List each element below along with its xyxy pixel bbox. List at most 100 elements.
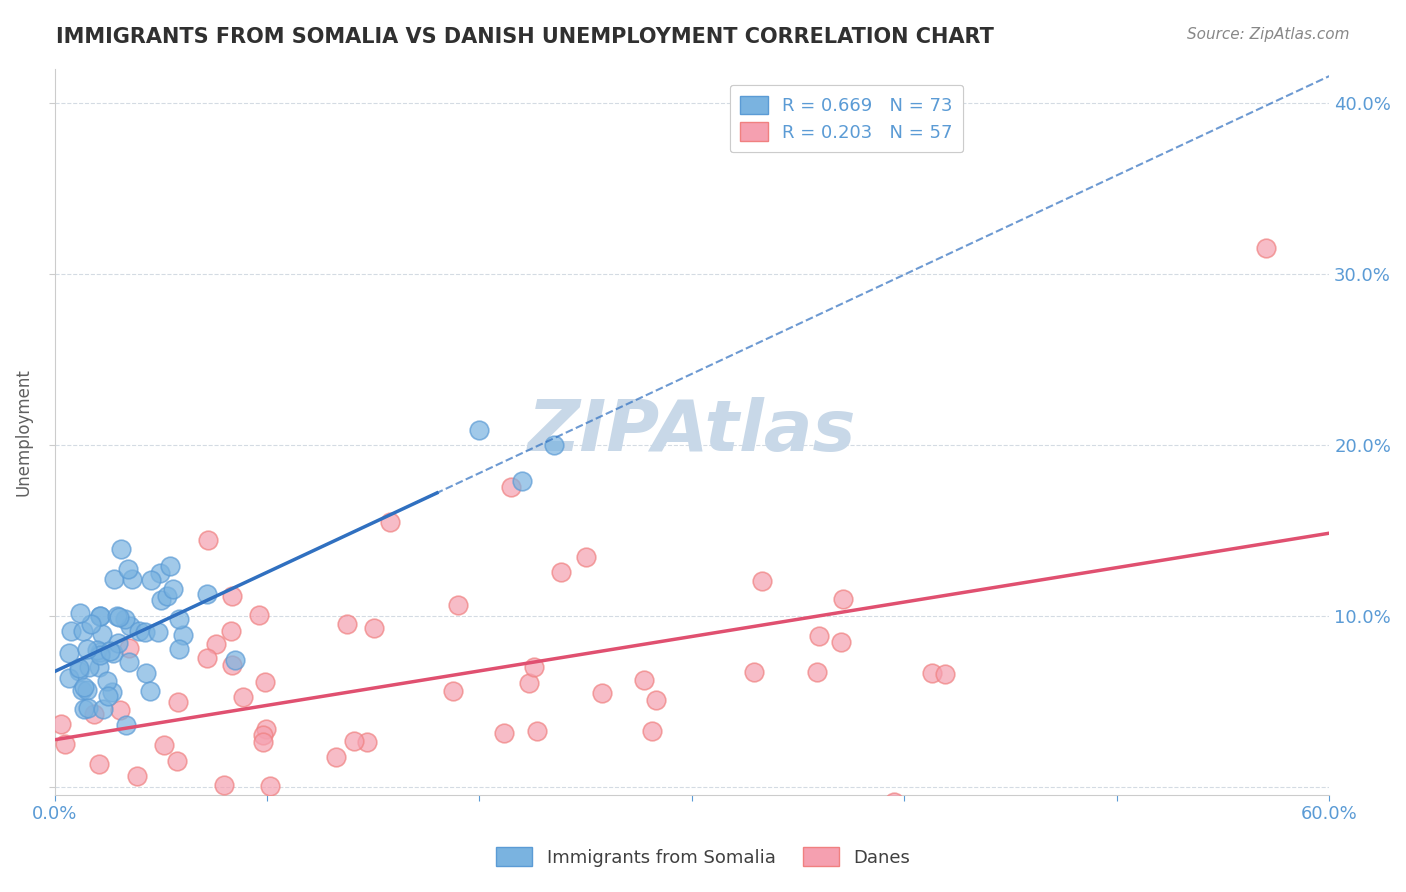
- Point: [934, 667, 956, 681]
- Point: [162, 582, 184, 596]
- Point: [644, 693, 666, 707]
- Point: [103, 572, 125, 586]
- Text: ZIPAtlas: ZIPAtlas: [527, 397, 856, 467]
- Point: [114, 612, 136, 626]
- Point: [80, 616, 103, 631]
- Point: [67, 664, 90, 678]
- Point: [83, 707, 105, 722]
- Point: [212, 778, 235, 792]
- Point: [219, 624, 242, 638]
- Point: [76, 642, 98, 657]
- Point: [117, 562, 139, 576]
- Point: [101, 646, 124, 660]
- Point: [633, 673, 655, 687]
- Text: IMMIGRANTS FROM SOMALIA VS DANISH UNEMPLOYMENT CORRELATION CHART: IMMIGRANTS FROM SOMALIA VS DANISH UNEMPL…: [56, 27, 994, 46]
- Point: [197, 533, 219, 548]
- Point: [832, 592, 855, 607]
- Point: [155, 589, 177, 603]
- Point: [96, 673, 118, 688]
- Point: [97, 689, 120, 703]
- Point: [510, 474, 533, 488]
- Point: [90, 627, 112, 641]
- Point: [166, 695, 188, 709]
- Point: [139, 573, 162, 587]
- Point: [808, 629, 831, 643]
- Point: [108, 803, 131, 817]
- Point: [526, 724, 548, 739]
- Point: [53, 737, 76, 751]
- Point: [58, 646, 80, 660]
- Point: [205, 637, 228, 651]
- Point: [117, 641, 139, 656]
- Point: [77, 701, 100, 715]
- Point: [153, 739, 176, 753]
- Point: [356, 735, 378, 749]
- Point: [59, 624, 82, 639]
- Point: [195, 587, 218, 601]
- Point: [89, 660, 111, 674]
- Point: [87, 757, 110, 772]
- Point: [135, 666, 157, 681]
- Point: [76, 683, 98, 698]
- Point: [89, 609, 111, 624]
- Legend: R = 0.669   N = 73, R = 0.203   N = 57: R = 0.669 N = 73, R = 0.203 N = 57: [730, 85, 963, 153]
- Point: [67, 661, 90, 675]
- Point: [167, 641, 190, 656]
- Point: [591, 686, 613, 700]
- Point: [1254, 241, 1277, 255]
- Point: [254, 723, 277, 737]
- Point: [121, 572, 143, 586]
- Point: [883, 795, 905, 809]
- Point: [167, 612, 190, 626]
- Text: Source: ZipAtlas.com: Source: ZipAtlas.com: [1187, 27, 1350, 42]
- Point: [640, 723, 662, 738]
- Point: [77, 659, 100, 673]
- Point: [118, 619, 141, 633]
- Point: [118, 655, 141, 669]
- Point: [72, 624, 94, 639]
- Point: [172, 628, 194, 642]
- Point: [446, 599, 468, 613]
- Point: [89, 645, 111, 659]
- Point: [89, 648, 111, 662]
- Point: [128, 624, 150, 639]
- Point: [73, 680, 96, 694]
- Point: [550, 565, 572, 579]
- Point: [298, 814, 321, 828]
- Point: [108, 703, 131, 717]
- Point: [98, 644, 121, 658]
- Point: [149, 566, 172, 580]
- Point: [73, 702, 96, 716]
- Point: [468, 423, 491, 437]
- Point: [830, 635, 852, 649]
- Point: [125, 769, 148, 783]
- Point: [166, 754, 188, 768]
- Point: [51, 717, 73, 731]
- Point: [247, 608, 270, 623]
- Point: [378, 515, 401, 529]
- Point: [101, 685, 124, 699]
- Point: [86, 643, 108, 657]
- Point: [134, 624, 156, 639]
- Point: [224, 652, 246, 666]
- Point: [149, 593, 172, 607]
- Point: [343, 734, 366, 748]
- Point: [221, 658, 243, 673]
- Point: [522, 660, 544, 674]
- Point: [575, 549, 598, 564]
- Point: [259, 779, 281, 793]
- Point: [139, 684, 162, 698]
- Point: [108, 609, 131, 624]
- Point: [302, 814, 325, 828]
- Point: [159, 558, 181, 573]
- Point: [72, 682, 94, 697]
- Point: [252, 735, 274, 749]
- Point: [91, 702, 114, 716]
- Point: [89, 609, 111, 624]
- Point: [806, 665, 828, 679]
- Point: [517, 676, 540, 690]
- Point: [221, 589, 243, 603]
- Point: [58, 671, 80, 685]
- Point: [325, 750, 347, 764]
- Point: [501, 480, 523, 494]
